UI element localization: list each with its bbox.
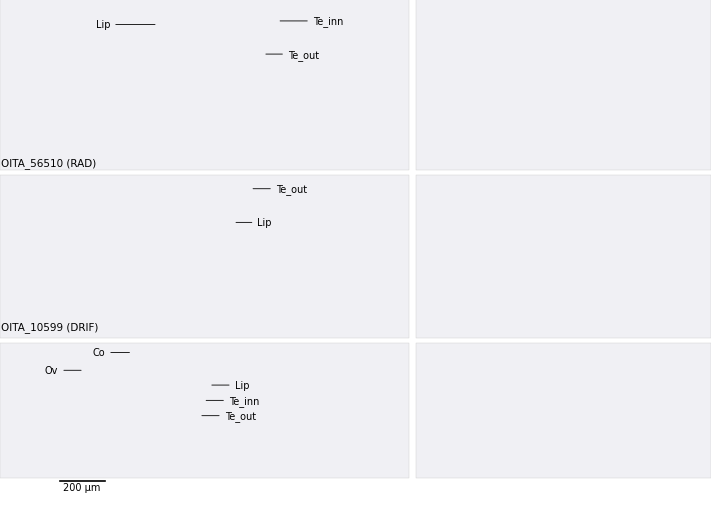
Text: Ov: Ov <box>45 365 81 376</box>
Text: Lip: Lip <box>212 380 249 390</box>
Text: Te_inn: Te_inn <box>280 16 343 27</box>
Text: OITA_56510 (RAD): OITA_56510 (RAD) <box>1 157 97 168</box>
Bar <box>416 344 711 478</box>
Bar <box>0 176 409 338</box>
Text: Te_out: Te_out <box>253 184 307 195</box>
Text: Te_inn: Te_inn <box>206 395 260 406</box>
Text: Lip: Lip <box>236 218 272 228</box>
Bar <box>416 0 711 171</box>
Text: 200 μm: 200 μm <box>63 482 100 492</box>
Text: Te_out: Te_out <box>266 49 319 61</box>
Text: Co: Co <box>92 348 129 358</box>
Bar <box>416 176 711 338</box>
Bar <box>0 0 409 171</box>
Text: Te_out: Te_out <box>202 410 256 421</box>
Text: OITA_10599 (DRIF): OITA_10599 (DRIF) <box>1 321 99 332</box>
Bar <box>0 344 409 478</box>
Text: Lip: Lip <box>96 20 155 31</box>
